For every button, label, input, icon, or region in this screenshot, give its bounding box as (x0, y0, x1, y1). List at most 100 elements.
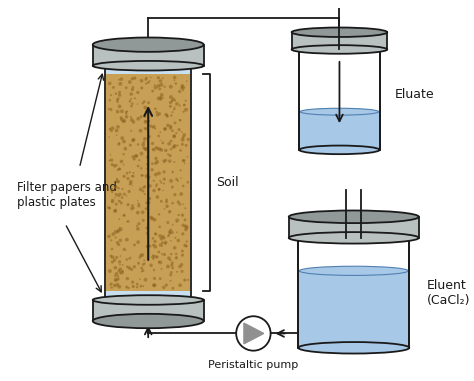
Point (131, 95, 138, 101)
Point (184, 277, 192, 283)
Point (182, 205, 189, 211)
Point (135, 221, 143, 227)
Point (149, 141, 156, 147)
Point (137, 165, 145, 171)
Point (143, 225, 151, 231)
Point (161, 235, 168, 241)
Point (180, 102, 188, 108)
Point (181, 277, 189, 283)
Point (128, 173, 136, 179)
Point (116, 224, 124, 231)
Point (118, 135, 126, 141)
Point (127, 114, 135, 120)
Point (168, 262, 176, 268)
Point (164, 113, 171, 119)
Point (159, 240, 166, 246)
Point (150, 252, 157, 258)
Bar (93, 45, 204, 66)
Point (123, 237, 131, 243)
Point (106, 268, 114, 274)
Point (124, 275, 131, 282)
Point (141, 184, 149, 190)
Point (134, 163, 142, 169)
Point (112, 229, 119, 235)
Point (183, 224, 191, 231)
Point (115, 179, 122, 185)
Point (176, 117, 183, 123)
Point (181, 102, 188, 108)
Point (152, 85, 159, 91)
Point (181, 242, 189, 248)
Point (116, 191, 124, 197)
Point (155, 186, 163, 192)
Point (139, 283, 147, 289)
Point (116, 284, 123, 290)
Point (113, 132, 120, 138)
Point (164, 219, 172, 226)
Point (157, 137, 165, 143)
Point (140, 184, 147, 190)
Point (106, 205, 114, 211)
Point (184, 179, 191, 185)
Circle shape (236, 316, 271, 351)
Point (140, 257, 148, 263)
Point (163, 203, 171, 209)
Point (162, 157, 170, 163)
Point (137, 283, 145, 289)
Point (182, 243, 190, 249)
Point (159, 95, 167, 101)
Point (120, 173, 128, 179)
Point (152, 243, 159, 250)
Point (118, 108, 126, 114)
Point (166, 230, 174, 236)
Point (171, 143, 179, 149)
Text: Eluate: Eluate (395, 88, 435, 101)
Point (130, 156, 138, 162)
Point (169, 285, 177, 291)
Point (140, 139, 148, 145)
Point (144, 166, 151, 172)
Point (125, 189, 133, 195)
Point (168, 98, 176, 104)
Point (129, 154, 137, 160)
Point (115, 77, 123, 83)
Point (174, 199, 182, 205)
Point (137, 186, 145, 192)
Point (120, 162, 128, 168)
Bar (106, 66, 190, 74)
Bar (299, 50, 380, 150)
Point (122, 111, 130, 117)
Point (139, 100, 146, 106)
Point (179, 252, 186, 258)
Point (120, 246, 128, 252)
Point (105, 134, 113, 140)
Point (108, 128, 115, 134)
Point (180, 109, 187, 115)
Point (145, 175, 153, 181)
Point (128, 91, 135, 97)
Point (181, 160, 188, 166)
Point (160, 181, 168, 187)
Point (122, 247, 129, 253)
Point (180, 201, 187, 207)
Point (115, 268, 123, 274)
Point (173, 229, 181, 235)
Bar (106, 74, 190, 291)
Ellipse shape (93, 295, 204, 305)
Point (166, 209, 173, 215)
Point (141, 114, 149, 120)
Point (106, 97, 114, 103)
Point (176, 117, 184, 123)
Ellipse shape (93, 314, 204, 328)
Point (111, 265, 119, 271)
Point (161, 176, 168, 182)
Point (146, 133, 153, 139)
Point (155, 95, 163, 101)
Point (124, 176, 132, 182)
Point (153, 109, 161, 115)
Point (180, 134, 187, 140)
Point (116, 140, 123, 146)
Point (145, 107, 152, 113)
Point (146, 195, 153, 202)
Point (112, 234, 119, 240)
